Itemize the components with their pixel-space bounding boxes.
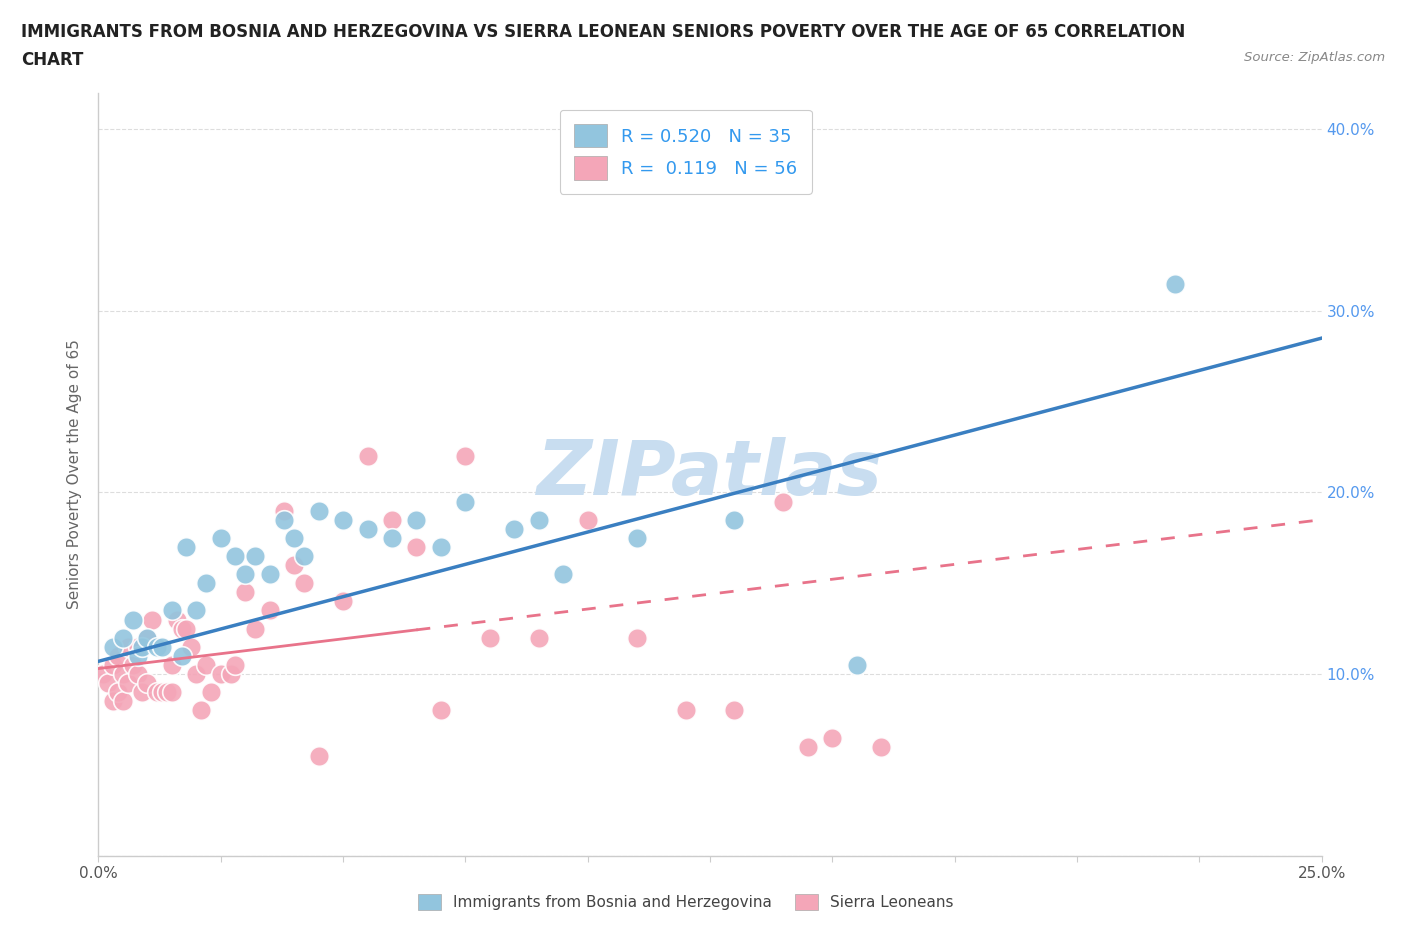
Point <box>332 512 354 527</box>
Point <box>146 639 169 654</box>
Point <box>190 703 212 718</box>
Point <box>127 667 149 682</box>
Point <box>356 522 378 537</box>
Point <box>117 639 139 654</box>
Text: CHART: CHART <box>21 51 83 69</box>
Point <box>233 585 256 600</box>
Point <box>626 530 648 545</box>
Point <box>821 730 844 745</box>
Point <box>91 667 114 682</box>
Point <box>111 667 134 682</box>
Point <box>797 739 820 754</box>
Y-axis label: Seniors Poverty Over the Age of 65: Seniors Poverty Over the Age of 65 <box>67 339 83 609</box>
Point <box>195 576 218 591</box>
Point <box>195 658 218 672</box>
Point <box>259 566 281 581</box>
Point <box>97 676 120 691</box>
Point <box>150 684 173 699</box>
Point <box>224 549 246 564</box>
Point <box>160 658 183 672</box>
Point <box>186 603 208 618</box>
Point <box>101 694 124 709</box>
Point <box>405 512 427 527</box>
Point <box>127 648 149 663</box>
Point <box>160 603 183 618</box>
Point <box>259 603 281 618</box>
Point <box>219 667 242 682</box>
Point <box>723 703 745 718</box>
Point <box>176 621 198 636</box>
Point <box>845 658 868 672</box>
Point <box>356 448 378 463</box>
Point <box>136 631 159 645</box>
Point <box>478 631 501 645</box>
Point <box>381 512 404 527</box>
Point <box>131 684 153 699</box>
Point <box>675 703 697 718</box>
Legend: Immigrants from Bosnia and Herzegovina, Sierra Leoneans: Immigrants from Bosnia and Herzegovina, … <box>412 888 959 917</box>
Point <box>723 512 745 527</box>
Point <box>107 684 129 699</box>
Point <box>200 684 222 699</box>
Point <box>141 612 163 627</box>
Point <box>186 667 208 682</box>
Point <box>136 676 159 691</box>
Point <box>430 703 453 718</box>
Point <box>626 631 648 645</box>
Point <box>332 594 354 609</box>
Point <box>1164 276 1187 291</box>
Point <box>503 522 526 537</box>
Point <box>101 639 124 654</box>
Point <box>166 612 188 627</box>
Point <box>121 658 143 672</box>
Point <box>454 448 477 463</box>
Point <box>553 566 575 581</box>
Point <box>131 639 153 654</box>
Point <box>136 631 159 645</box>
Point <box>107 648 129 663</box>
Point <box>283 530 305 545</box>
Text: ZIPatlas: ZIPatlas <box>537 437 883 512</box>
Point <box>527 631 550 645</box>
Point <box>870 739 893 754</box>
Point <box>146 684 169 699</box>
Point <box>111 631 134 645</box>
Point <box>170 621 193 636</box>
Point <box>576 512 599 527</box>
Point <box>101 658 124 672</box>
Point <box>273 512 295 527</box>
Point <box>273 503 295 518</box>
Point <box>308 503 330 518</box>
Point <box>121 612 143 627</box>
Point <box>170 648 193 663</box>
Point <box>430 539 453 554</box>
Point <box>156 684 179 699</box>
Point <box>160 684 183 699</box>
Point <box>180 639 202 654</box>
Point <box>111 694 134 709</box>
Point <box>224 658 246 672</box>
Text: Source: ZipAtlas.com: Source: ZipAtlas.com <box>1244 51 1385 64</box>
Point <box>150 639 173 654</box>
Point <box>381 530 404 545</box>
Point <box>176 539 198 554</box>
Point <box>243 621 266 636</box>
Point <box>772 494 794 509</box>
Point <box>292 576 315 591</box>
Text: IMMIGRANTS FROM BOSNIA AND HERZEGOVINA VS SIERRA LEONEAN SENIORS POVERTY OVER TH: IMMIGRANTS FROM BOSNIA AND HERZEGOVINA V… <box>21 23 1185 41</box>
Point <box>209 530 232 545</box>
Point <box>292 549 315 564</box>
Point <box>209 667 232 682</box>
Point <box>127 639 149 654</box>
Point <box>308 749 330 764</box>
Point <box>454 494 477 509</box>
Point <box>117 676 139 691</box>
Point <box>233 566 256 581</box>
Point <box>527 512 550 527</box>
Point <box>405 539 427 554</box>
Point <box>283 558 305 573</box>
Point <box>243 549 266 564</box>
